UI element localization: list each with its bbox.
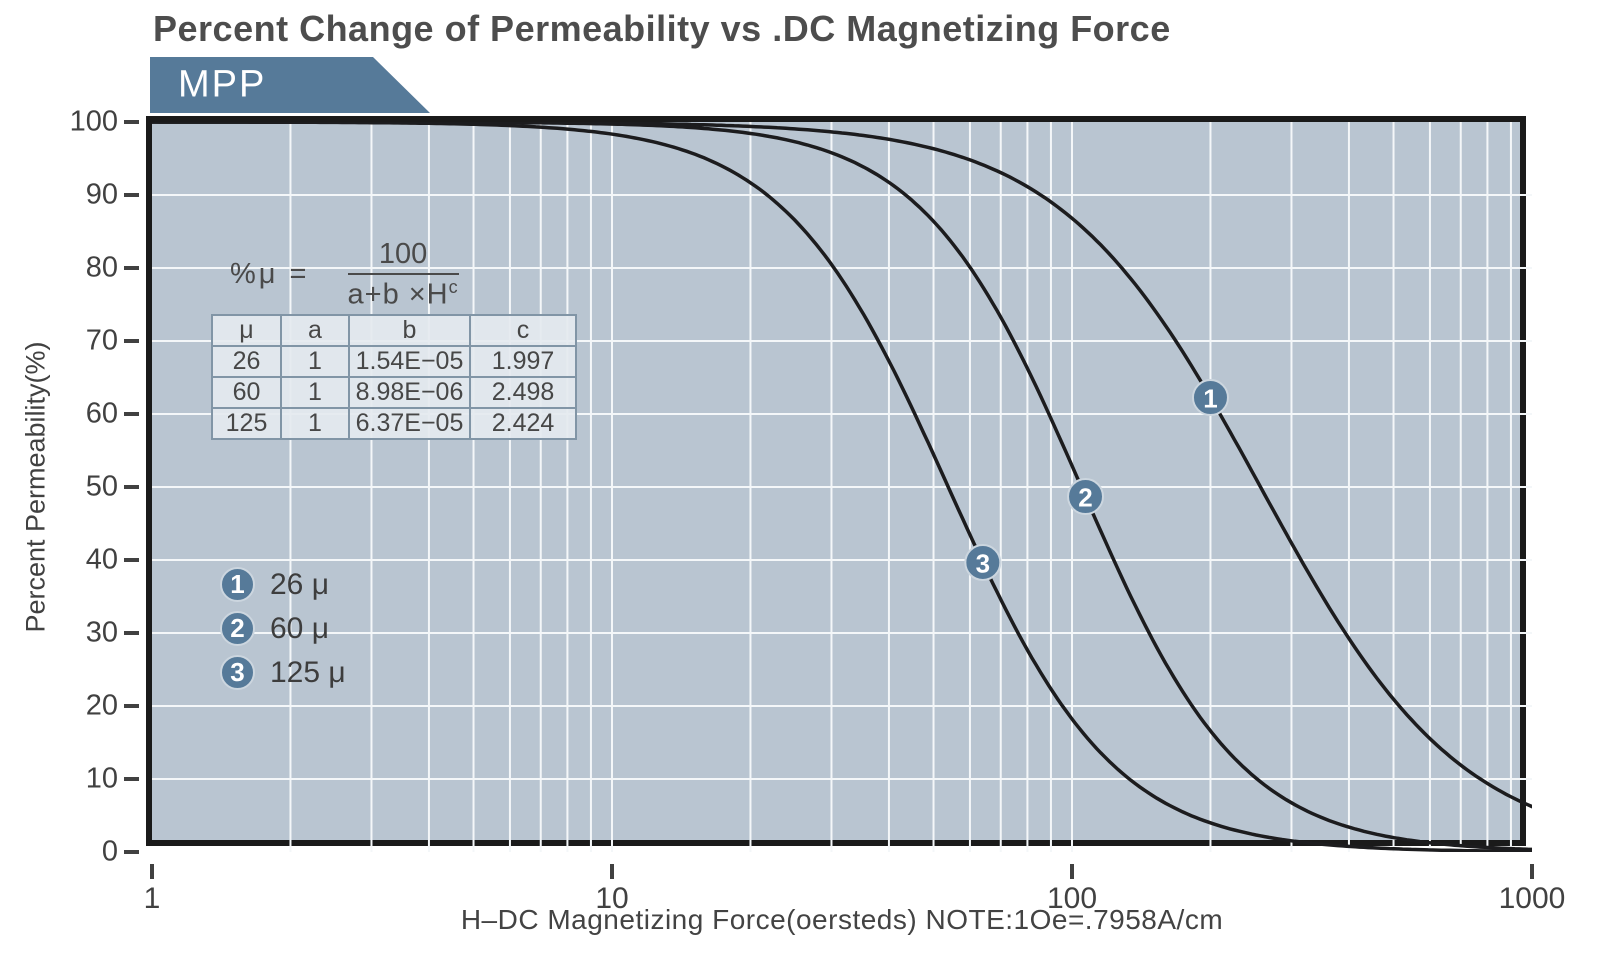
- y-tick-mark: [124, 485, 139, 489]
- y-tick-label: 50: [85, 470, 118, 503]
- legend-label: 26 μ: [270, 567, 329, 601]
- y-tick-mark: [124, 339, 139, 343]
- svg-text:1: 1: [1203, 384, 1217, 414]
- curve-marker-2: 2: [1067, 478, 1105, 516]
- y-tick-mark: [124, 777, 139, 781]
- curve-marker-1: 1: [1191, 379, 1229, 417]
- cell-mu: 125: [211, 407, 282, 440]
- x-tick-mark: [610, 864, 614, 879]
- y-tick-mark: [124, 704, 139, 708]
- x-tick-label: 1000: [1498, 882, 1566, 915]
- y-tick-label: 0: [101, 835, 118, 868]
- legend-marker-3-icon: 3: [220, 655, 255, 690]
- mpp-badge: MPP: [150, 57, 430, 113]
- permeability-formula: %μ = 100 a+b ×Hc: [230, 238, 459, 312]
- legend: 1 26 μ 2 60 μ 3 125 μ: [220, 567, 346, 699]
- cell-b: 6.37E−05: [348, 407, 471, 440]
- legend-marker-2-icon: 2: [220, 611, 255, 646]
- legend-item-60u: 2 60 μ: [220, 611, 346, 646]
- y-tick-label: 90: [85, 178, 118, 211]
- cell-c: 2.498: [469, 376, 577, 409]
- x-axis-title: H–DC Magnetizing Force(oersteds) NOTE:1O…: [460, 904, 1224, 935]
- y-tick-label: 80: [85, 251, 118, 284]
- cell-mu: 26: [211, 345, 282, 378]
- chart-canvas: 1 2 3: [152, 122, 1532, 852]
- y-tick-label: 100: [69, 105, 118, 138]
- svg-text:3: 3: [976, 549, 990, 579]
- x-tick-mark: [1070, 864, 1074, 879]
- mpp-badge-label: MPP: [178, 63, 267, 106]
- formula-exponent: c: [448, 277, 459, 297]
- col-header-mu: μ: [211, 314, 282, 347]
- y-tick-label: 20: [85, 689, 118, 722]
- cell-c: 1.997: [469, 345, 577, 378]
- coefficients-table: μ a b c 26 1 1.54E−05 1.997 60 1 8.98E−0…: [211, 314, 577, 440]
- cell-b: 1.54E−05: [348, 345, 471, 378]
- x-tick-label: 1: [143, 882, 161, 915]
- y-tick-label: 70: [85, 324, 118, 357]
- svg-text:2: 2: [1078, 483, 1092, 513]
- formula-lhs: %μ =: [230, 258, 310, 291]
- y-tick-label: 60: [85, 397, 118, 430]
- y-tick-mark: [124, 412, 139, 416]
- table-row: 26 1 1.54E−05 1.997: [211, 345, 577, 378]
- y-tick-label: 40: [85, 543, 118, 576]
- col-header-a: a: [280, 314, 350, 347]
- legend-item-125u: 3 125 μ: [220, 655, 346, 690]
- curve-marker-3: 3: [964, 544, 1002, 582]
- col-header-b: b: [348, 314, 471, 347]
- y-tick-label: 30: [85, 616, 118, 649]
- coefficients-table-header-row: μ a b c: [211, 314, 577, 347]
- grid-lines: [152, 122, 1532, 852]
- legend-item-26u: 1 26 μ: [220, 567, 346, 602]
- y-tick-label: 10: [85, 762, 118, 795]
- x-tick-mark: [1530, 864, 1534, 879]
- cell-a: 1: [280, 345, 350, 378]
- cell-c: 2.424: [469, 407, 577, 440]
- cell-a: 1: [280, 407, 350, 440]
- x-tick-label: 100: [1046, 882, 1098, 915]
- legend-label: 60 μ: [270, 611, 329, 645]
- formula-denominator: a+b ×Hc: [347, 277, 459, 311]
- formula-fraction: 100 a+b ×Hc: [347, 238, 459, 312]
- table-row: 125 1 6.37E−05 2.424: [211, 407, 577, 440]
- legend-label: 125 μ: [270, 655, 346, 689]
- legend-marker-1-icon: 1: [220, 567, 255, 602]
- curve-125μ: [152, 122, 1532, 852]
- cell-mu: 60: [211, 376, 282, 409]
- chart-plot-area: 1 2 3 %μ = 100 a+b ×Hc μ a b c 26 1 1.54E−…: [146, 116, 1532, 852]
- curve-60μ: [152, 122, 1532, 852]
- y-tick-mark: [124, 266, 139, 270]
- page-title: Percent Change of Permeability vs .DC Ma…: [153, 8, 1171, 49]
- y-tick-mark: [124, 850, 139, 854]
- x-tick-label: 10: [595, 882, 629, 915]
- cell-b: 8.98E−06: [348, 376, 471, 409]
- formula-numerator: 100: [347, 238, 459, 275]
- y-tick-mark: [124, 193, 139, 197]
- table-row: 60 1 8.98E−06 2.498: [211, 376, 577, 409]
- col-header-c: c: [469, 314, 577, 347]
- x-tick-mark: [150, 864, 154, 879]
- curve-26μ: [152, 122, 1532, 809]
- y-tick-mark: [124, 631, 139, 635]
- cell-a: 1: [280, 376, 350, 409]
- y-tick-mark: [124, 120, 139, 124]
- y-tick-mark: [124, 558, 139, 562]
